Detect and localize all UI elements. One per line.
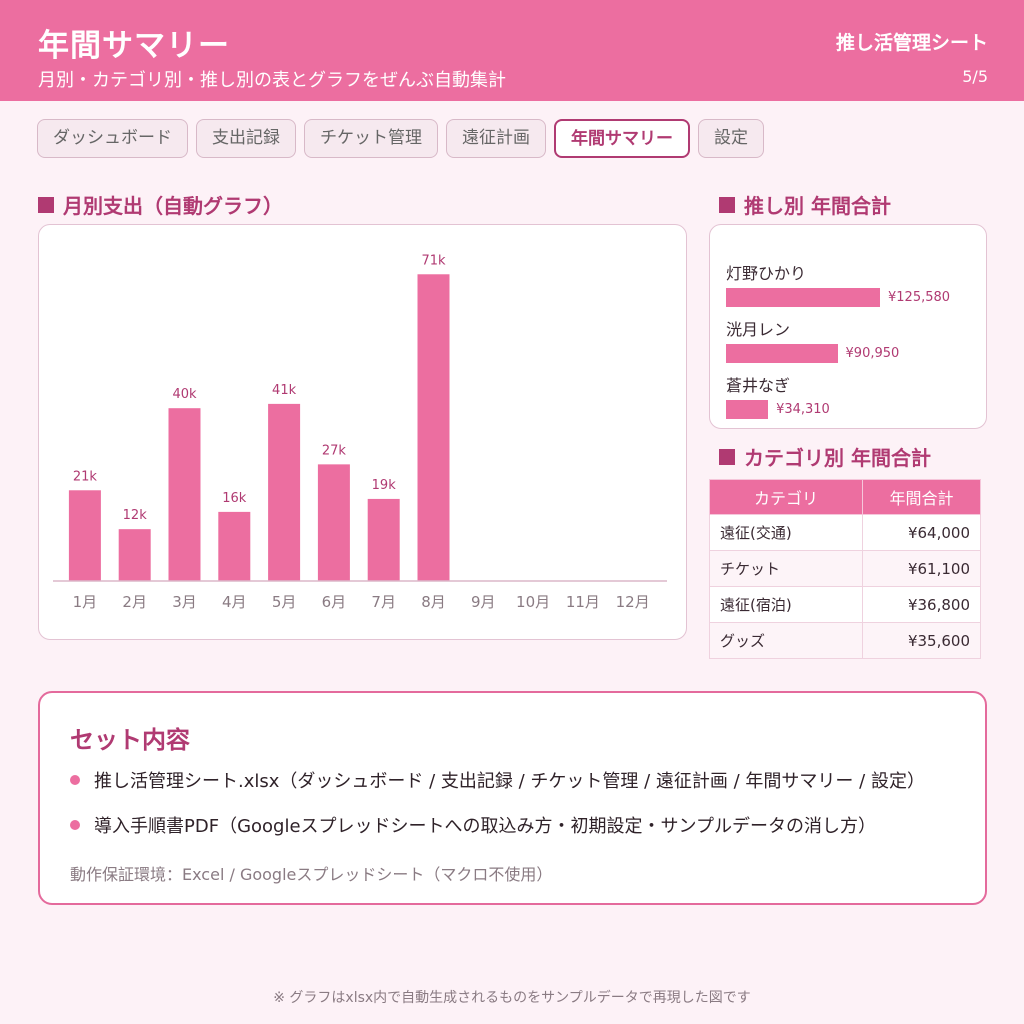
table-row: グッズ ¥35,600 bbox=[709, 622, 981, 659]
page-subtitle: 月別・カテゴリ別・推し別の表とグラフをぜんぶ自動集計 bbox=[38, 70, 506, 91]
bar-data-label: 19k bbox=[372, 478, 397, 493]
bullet-icon bbox=[70, 820, 80, 830]
chart-bar bbox=[168, 408, 201, 581]
heading-square-icon bbox=[38, 196, 54, 213]
amount-cell: ¥61,100 bbox=[862, 550, 981, 587]
table-row: 遠征(交通) ¥64,000 bbox=[709, 514, 981, 551]
tab-settings[interactable]: 設定 bbox=[698, 119, 764, 158]
chart-bar bbox=[417, 274, 450, 581]
page-header: 年間サマリー 月別・カテゴリ別・推し別の表とグラフをぜんぶ自動集計 推し活管理シ… bbox=[0, 0, 1024, 101]
bar-data-label: 21k bbox=[73, 469, 98, 484]
x-tick-label: 12月 bbox=[616, 593, 650, 611]
table-row: 遠征(宿泊) ¥36,800 bbox=[709, 586, 981, 623]
oshi-amount: ¥34,310 bbox=[776, 401, 830, 417]
x-tick-label: 1月 bbox=[73, 593, 98, 611]
chart-bar bbox=[118, 529, 151, 581]
bar-data-label: 71k bbox=[421, 253, 446, 268]
x-tick-label: 5月 bbox=[272, 593, 297, 611]
list-item: 導入手順書PDF（Googleスプレッドシートへの取込み方・初期設定・サンプルデ… bbox=[70, 812, 876, 838]
tab-dashboard[interactable]: ダッシュボード bbox=[37, 119, 188, 158]
category-cell: 遠征(交通) bbox=[709, 514, 863, 551]
bullet-icon bbox=[70, 775, 80, 785]
oshi-amount: ¥125,580 bbox=[888, 289, 951, 305]
amount-cell: ¥35,600 bbox=[862, 622, 981, 659]
tab-trip-plan[interactable]: 遠征計画 bbox=[446, 119, 546, 158]
oshi-row: 蒼井なぎ ¥34,310 bbox=[726, 372, 830, 419]
column-header: カテゴリ bbox=[709, 479, 863, 515]
oshi-totals-card: 灯野ひかり ¥125,580 洸月レン ¥90,950 蒼井なぎ ¥34,310 bbox=[709, 224, 987, 429]
category-cell: 遠征(宿泊) bbox=[709, 586, 863, 623]
chart-bar bbox=[68, 490, 101, 581]
x-tick-label: 9月 bbox=[471, 593, 496, 611]
oshi-row: 灯野ひかり ¥125,580 bbox=[726, 260, 950, 307]
oshi-bar bbox=[726, 287, 880, 307]
set-item-text: 導入手順書PDF（Googleスプレッドシートへの取込み方・初期設定・サンプルデ… bbox=[94, 816, 876, 837]
bar-data-label: 27k bbox=[322, 443, 347, 458]
oshi-bar bbox=[726, 343, 838, 363]
page-number: 5/5 bbox=[962, 67, 988, 86]
page-title: 年間サマリー bbox=[38, 28, 230, 64]
chart-bar bbox=[367, 498, 400, 581]
bar-data-label: 40k bbox=[172, 387, 197, 402]
oshi-row: 洸月レン ¥90,950 bbox=[726, 316, 899, 363]
tab-expenses[interactable]: 支出記録 bbox=[196, 119, 296, 158]
monthly-bar-chart: 21k 1月 12k 2月 40k 3月 16k 4月 41k 5月 27k 6月 19k 7月 71k 8月… bbox=[53, 253, 667, 611]
oshi-name: 灯野ひかり bbox=[726, 264, 807, 283]
table-header-row: カテゴリ 年間合計 bbox=[709, 479, 981, 515]
x-tick-label: 3月 bbox=[172, 593, 197, 611]
monthly-chart-card: 21k 1月 12k 2月 40k 3月 16k 4月 41k 5月 27k 6月 19k 7月 71k 8月… bbox=[38, 224, 687, 640]
table-row: チケット ¥61,100 bbox=[709, 550, 981, 587]
category-table: カテゴリ 年間合計 遠征(交通) ¥64,000 チケット ¥61,100 遠征… bbox=[709, 479, 981, 659]
category-heading-text: カテゴリ別 年間合計 bbox=[744, 446, 931, 470]
category-cell: チケット bbox=[709, 550, 863, 587]
set-content-box: セット内容 推し活管理シート.xlsx（ダッシュボード / 支出記録 / チケッ… bbox=[38, 691, 987, 905]
brand-label: 推し活管理シート bbox=[835, 32, 988, 54]
x-tick-label: 8月 bbox=[421, 593, 446, 611]
monthly-chart-heading: 月別支出（自動グラフ） bbox=[38, 190, 283, 219]
bar-data-label: 12k bbox=[123, 508, 148, 523]
monthly-chart-heading-text: 月別支出（自動グラフ） bbox=[63, 194, 283, 218]
x-tick-label: 7月 bbox=[371, 593, 396, 611]
set-item-text: 推し活管理シート.xlsx（ダッシュボード / 支出記録 / チケット管理 / … bbox=[94, 771, 925, 792]
heading-square-icon bbox=[719, 448, 735, 465]
oshi-heading: 推し別 年間合計 bbox=[719, 190, 891, 219]
heading-square-icon bbox=[719, 196, 735, 213]
oshi-name: 洸月レン bbox=[726, 320, 791, 339]
category-cell: グッズ bbox=[709, 622, 863, 659]
bar-data-label: 41k bbox=[272, 383, 297, 398]
list-item: 推し活管理シート.xlsx（ダッシュボード / 支出記録 / チケット管理 / … bbox=[70, 767, 925, 793]
environment-note: 動作保証環境：Excel / Googleスプレッドシート（マクロ不使用） bbox=[70, 865, 553, 884]
x-tick-label: 10月 bbox=[516, 593, 550, 611]
oshi-bar bbox=[726, 399, 769, 419]
oshi-heading-text: 推し別 年間合計 bbox=[744, 194, 891, 218]
tab-annual-summary[interactable]: 年間サマリー bbox=[554, 119, 690, 158]
chart-bar bbox=[218, 511, 251, 581]
x-tick-label: 6月 bbox=[322, 593, 347, 611]
column-header: 年間合計 bbox=[862, 479, 981, 515]
amount-cell: ¥36,800 bbox=[862, 586, 981, 623]
oshi-amount: ¥90,950 bbox=[845, 345, 900, 361]
sheet-tabs: ダッシュボード 支出記録 チケット管理 遠征計画 年間サマリー 設定 bbox=[37, 119, 764, 159]
oshi-name: 蒼井なぎ bbox=[726, 376, 791, 395]
footnote: ※ グラフはxlsx内で自動生成されるものをサンプルデータで再現した図です bbox=[273, 990, 751, 1006]
bar-data-label: 16k bbox=[222, 491, 247, 506]
category-heading: カテゴリ別 年間合計 bbox=[719, 442, 931, 471]
set-content-title: セット内容 bbox=[70, 726, 190, 754]
x-tick-label: 4月 bbox=[222, 593, 247, 611]
amount-cell: ¥64,000 bbox=[862, 514, 981, 551]
x-tick-label: 11月 bbox=[566, 593, 600, 611]
x-tick-label: 2月 bbox=[122, 593, 147, 611]
tab-tickets[interactable]: チケット管理 bbox=[304, 119, 438, 158]
chart-bar bbox=[268, 403, 301, 581]
chart-bar bbox=[317, 464, 350, 581]
